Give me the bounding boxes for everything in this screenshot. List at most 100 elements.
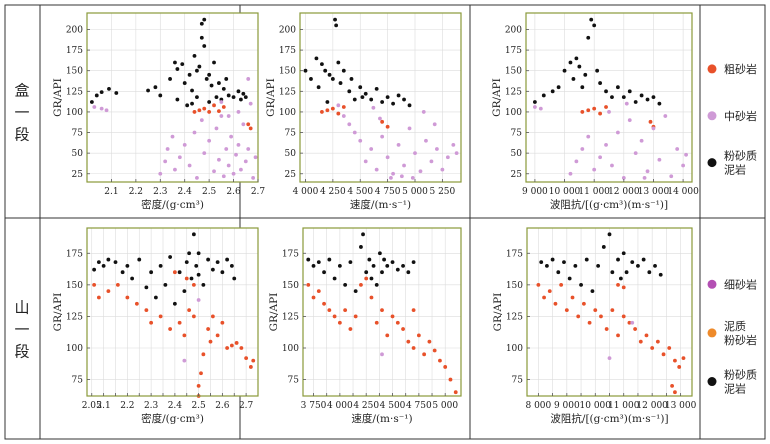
data-point xyxy=(244,356,249,361)
data-point xyxy=(330,77,335,81)
data-point xyxy=(616,257,620,262)
data-point xyxy=(599,314,603,319)
data-point xyxy=(657,157,662,162)
data-point xyxy=(658,272,663,277)
y-tick-label: 125 xyxy=(66,312,83,322)
data-point xyxy=(207,110,212,114)
data-point xyxy=(621,175,626,180)
data-point xyxy=(661,352,666,357)
data-point xyxy=(638,339,643,344)
data-point xyxy=(207,72,212,77)
y-tick-label: 50 xyxy=(72,149,84,159)
data-point xyxy=(421,110,426,114)
data-point xyxy=(673,358,677,363)
data-point xyxy=(333,17,337,22)
data-point xyxy=(369,97,374,102)
data-point xyxy=(435,147,439,151)
data-point xyxy=(325,108,330,113)
data-point xyxy=(320,110,324,114)
data-point xyxy=(630,260,635,265)
data-point xyxy=(173,60,177,65)
data-point xyxy=(236,89,241,94)
data-point xyxy=(448,377,453,382)
data-point xyxy=(411,308,416,313)
data-point xyxy=(146,88,150,93)
data-point xyxy=(309,77,313,81)
data-point xyxy=(336,60,341,65)
data-point xyxy=(396,143,401,147)
data-point xyxy=(374,282,379,287)
data-point xyxy=(610,95,614,99)
y-tick-label: 100 xyxy=(282,344,299,354)
x-tick-label: 2.2 xyxy=(120,401,134,411)
data-point xyxy=(303,68,308,73)
data-point xyxy=(204,77,209,81)
series-细砂岩 xyxy=(607,320,635,361)
data-point xyxy=(144,285,149,290)
data-point xyxy=(185,103,190,108)
data-point xyxy=(633,327,638,331)
data-point xyxy=(243,159,248,164)
x-tick-label: 5 250 xyxy=(429,187,455,197)
x-tick-label: 2.7 xyxy=(239,401,254,411)
data-point xyxy=(163,282,168,287)
data-point xyxy=(214,95,219,99)
data-point xyxy=(601,245,606,249)
data-point xyxy=(236,110,241,114)
x-axis-label: 速度/(m·s⁻¹) xyxy=(350,198,411,211)
data-point xyxy=(598,81,603,85)
legend-marker xyxy=(707,64,717,74)
data-point xyxy=(215,333,220,338)
data-point xyxy=(391,101,395,106)
data-point xyxy=(217,109,221,114)
legend-marker xyxy=(707,377,717,387)
y-tick-label: 75 xyxy=(285,129,297,139)
data-point xyxy=(407,126,412,131)
x-tick-label: 12 000 xyxy=(608,187,640,197)
y-tick-label: 175 xyxy=(279,46,296,56)
series-泥质粉砂岩 xyxy=(306,276,458,395)
data-point xyxy=(378,116,382,121)
y-tick-label: 75 xyxy=(512,376,524,386)
x-tick-label: 2.7 xyxy=(251,187,266,197)
data-point xyxy=(231,171,236,176)
data-point xyxy=(550,89,555,94)
legend-label: 泥岩 xyxy=(724,382,746,396)
data-point xyxy=(229,263,234,268)
x-tick-label: 4 000 xyxy=(327,401,353,411)
data-point xyxy=(210,267,215,272)
data-point xyxy=(667,346,672,350)
data-point xyxy=(367,257,372,262)
data-point xyxy=(158,314,163,319)
data-point xyxy=(380,352,384,357)
data-point xyxy=(445,155,450,160)
data-point xyxy=(182,333,187,338)
data-point xyxy=(224,77,229,81)
data-point xyxy=(172,301,177,306)
data-point xyxy=(194,263,199,268)
data-point xyxy=(192,110,197,114)
data-point xyxy=(607,356,612,361)
data-point xyxy=(134,301,139,306)
data-point xyxy=(316,260,321,265)
row-label-char: 一 xyxy=(14,104,29,122)
data-point xyxy=(581,301,586,306)
data-point xyxy=(416,333,421,338)
data-point xyxy=(199,35,204,40)
data-point xyxy=(390,314,395,319)
y-axis-label: GR/API xyxy=(492,293,504,332)
series-中砂岩 xyxy=(336,103,459,180)
data-point xyxy=(589,17,594,22)
data-point xyxy=(573,263,578,268)
data-point xyxy=(618,276,623,281)
row-label-char: 段 xyxy=(14,126,29,144)
data-point xyxy=(385,155,390,160)
data-point xyxy=(336,111,341,116)
y-tick-label: 200 xyxy=(279,25,296,35)
data-point xyxy=(651,126,656,131)
y-tick-label: 200 xyxy=(66,25,83,35)
data-point xyxy=(322,270,326,275)
data-point xyxy=(592,167,597,172)
data-point xyxy=(348,260,353,265)
data-point xyxy=(190,88,194,93)
